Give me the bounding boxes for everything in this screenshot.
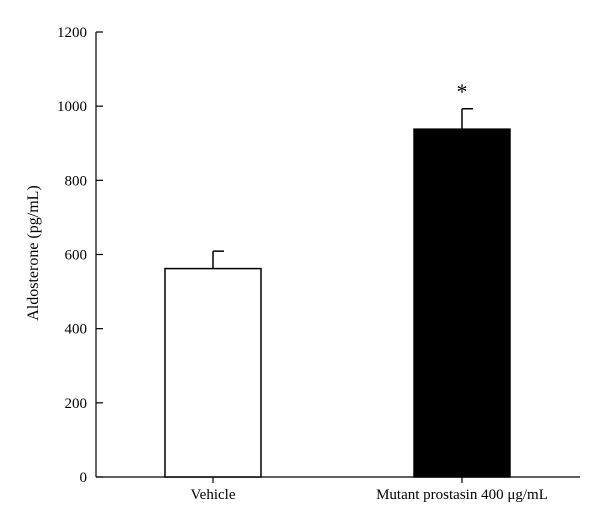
x-axis: Vehicle Mutant prostasin 400 μg/mL [96, 476, 580, 503]
bar [413, 128, 511, 478]
x-tick-label: Mutant prostasin 400 μg/mL [376, 487, 548, 503]
y-tick-label: 800 [65, 173, 88, 189]
y-tick-label: 200 [65, 396, 88, 412]
bar [164, 267, 262, 478]
y-tick-label: 1200 [57, 25, 87, 41]
y-axis: 0 200 400 600 800 1000 1200 [57, 25, 103, 486]
y-tick-label: 0 [80, 470, 88, 486]
y-axis-label: Aldosterone (pg/mL) [25, 185, 42, 321]
x-tick-label: Vehicle [191, 487, 236, 503]
significance-marker: * [457, 79, 468, 104]
y-tick-label: 600 [65, 248, 88, 264]
y-tick-label: 1000 [57, 99, 87, 115]
y-tick-label: 400 [65, 322, 88, 338]
bars: * [164, 79, 511, 478]
